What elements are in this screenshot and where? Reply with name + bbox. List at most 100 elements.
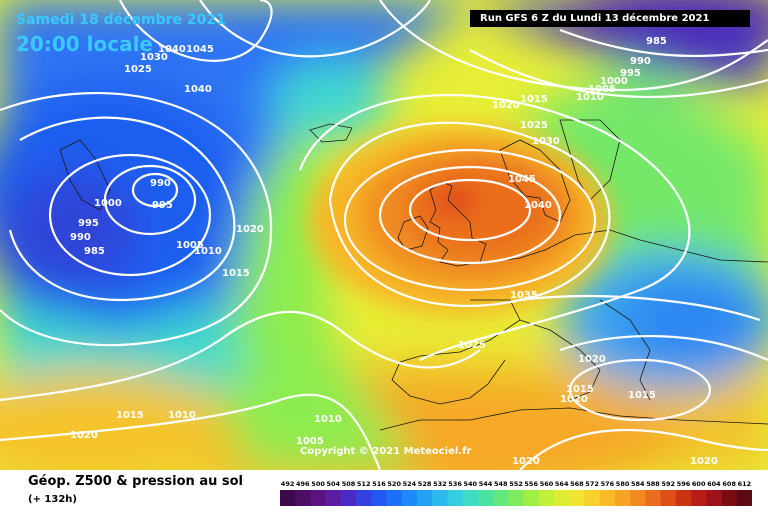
scale-tick-label: 504	[327, 480, 341, 488]
scale-swatch	[386, 490, 403, 506]
pressure-label: 1005	[176, 240, 204, 251]
scale-swatch	[371, 490, 387, 506]
pressure-label: 1010	[576, 92, 604, 103]
scale-swatch	[614, 490, 631, 506]
pressure-label: 1040	[184, 84, 212, 95]
scale-swatch	[675, 490, 692, 506]
coastlines	[59, 119, 768, 431]
scale-swatch	[645, 490, 661, 506]
pressure-label: 995	[152, 200, 173, 211]
pressure-label: 1015	[222, 268, 250, 279]
scale-tick-label: 532	[433, 480, 447, 488]
pressure-label: 995	[78, 218, 99, 229]
scale-swatch	[706, 490, 722, 506]
scale-tick-label: 568	[570, 480, 584, 488]
scale-swatch	[477, 490, 494, 506]
scale-tick-label: 576	[601, 480, 615, 488]
pressure-label: 990	[150, 178, 171, 189]
scale-swatch	[584, 490, 601, 506]
scale-swatch	[599, 490, 616, 506]
scale-swatch	[508, 490, 524, 506]
scale-swatch	[432, 490, 448, 506]
pressure-label: 1035	[510, 290, 538, 301]
pressure-label: 1020	[512, 456, 540, 467]
scale-tick-label: 584	[631, 480, 645, 488]
pressure-label: 1040	[524, 200, 552, 211]
pressure-label: 1020	[492, 100, 520, 111]
scale-tick-label: 492	[281, 480, 295, 488]
scale-tick-label: 528	[418, 480, 432, 488]
scale-tick-label: 604	[707, 480, 721, 488]
scale-swatch	[462, 490, 479, 506]
scale-tick-label: 572	[585, 480, 599, 488]
isobars	[0, 0, 768, 470]
scale-tick-label: 516	[372, 480, 386, 488]
pressure-label: 1010	[194, 246, 222, 257]
scale-swatch	[569, 490, 585, 506]
scale-tick-label: 560	[540, 480, 554, 488]
scale-tick-label: 524	[403, 480, 417, 488]
pressure-label: 1000	[600, 76, 628, 87]
forecast-date: Samedi 18 décembre 2021	[16, 12, 226, 28]
pressure-labels: 1040 1045 1030 1025 1040 985 990 995 100…	[70, 36, 718, 467]
scale-tick-label: 580	[616, 480, 630, 488]
scale-tick-label: 508	[342, 480, 356, 488]
scale-tick-label: 588	[646, 480, 660, 488]
scale-tick-label: 540	[464, 480, 478, 488]
scale-swatch	[691, 490, 707, 506]
pressure-label: 1030	[140, 52, 168, 63]
scale-swatch	[356, 490, 372, 506]
scale-tick-label: 520	[387, 480, 401, 488]
scale-swatch	[401, 490, 418, 506]
scale-swatch	[721, 490, 738, 506]
scale-swatch	[554, 490, 570, 506]
legend-subtitle: (+ 132h)	[28, 494, 77, 505]
scale-tick-label: 556	[524, 480, 538, 488]
pressure-label: 1020	[70, 430, 98, 441]
pressure-label: 1020	[560, 394, 588, 405]
color-scale: 492 496 500 504 508 512 516 520 524 528 532 536 540 5…	[280, 480, 752, 506]
pressure-label: 990	[70, 232, 91, 243]
forecast-time: 20:00 locale	[16, 32, 153, 56]
pressure-label: 1010	[168, 410, 196, 421]
pressure-label: 1020	[690, 456, 718, 467]
pressure-label: 1005	[588, 84, 616, 95]
pressure-label: 1045	[508, 174, 536, 185]
scale-tick-label: 612	[738, 480, 752, 488]
legend-title: Géop. Z500 & pression au sol	[28, 474, 243, 489]
scale-swatch	[295, 490, 311, 506]
pressure-label: 1025	[458, 340, 486, 351]
pressure-label: 1015	[116, 410, 144, 421]
pressure-label: 990	[630, 56, 651, 67]
pressure-label: 1045	[186, 44, 214, 55]
scale-swatch	[538, 490, 555, 506]
scale-tick-label: 600	[692, 480, 706, 488]
scale-tick-label: 496	[296, 480, 310, 488]
pressure-label: 1010	[314, 414, 342, 425]
scale-swatch	[340, 490, 357, 506]
pressure-label: 1025	[520, 120, 548, 131]
scale-tick-label: 544	[479, 480, 493, 488]
scale-swatch	[417, 490, 433, 506]
pressure-label: 1020	[578, 354, 606, 365]
scale-swatch	[736, 490, 752, 506]
pressure-label: 1015	[566, 384, 594, 395]
scale-tick-label: 552	[509, 480, 523, 488]
scale-swatch	[280, 490, 296, 506]
copyright-text: Copyright © 2021 Meteociel.fr	[300, 446, 472, 457]
scale-tick-label: 548	[494, 480, 508, 488]
pressure-label: 1000	[94, 198, 122, 209]
pressure-label: 985	[646, 36, 667, 47]
scale-swatch	[325, 490, 342, 506]
scale-tick-label: 596	[677, 480, 691, 488]
pressure-label: 1005	[296, 436, 324, 447]
geopotential-field	[0, 0, 768, 470]
pressure-label: 1040	[158, 44, 186, 55]
model-run-info: Run GFS 6 Z du Lundi 13 décembre 2021	[470, 10, 750, 27]
scale-swatch	[493, 490, 509, 506]
pressure-label: 1015	[520, 94, 548, 105]
scale-swatch	[447, 490, 464, 506]
pressure-label: 995	[620, 68, 641, 79]
scale-swatch	[310, 490, 326, 506]
